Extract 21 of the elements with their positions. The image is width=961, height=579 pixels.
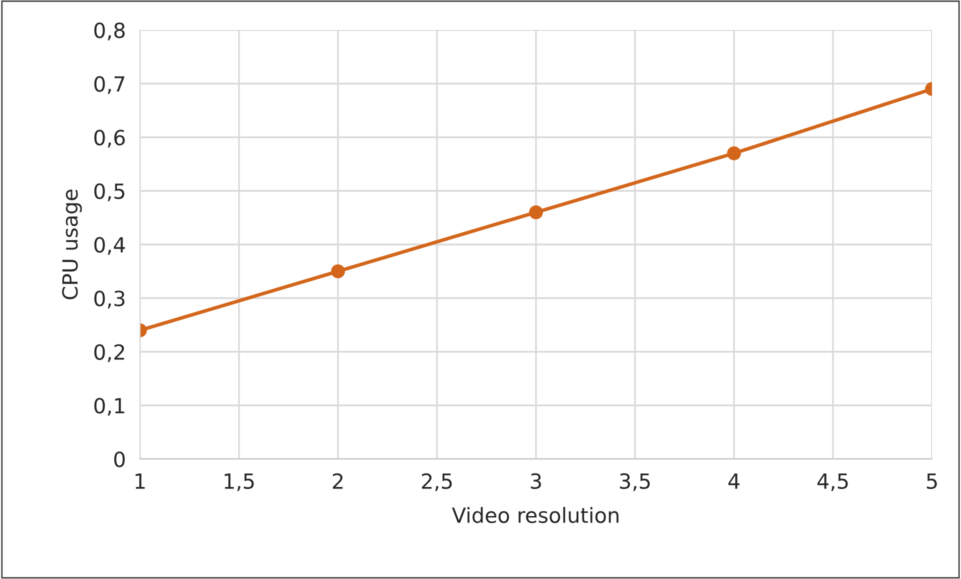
x-tick-label: 3,5 (620, 473, 650, 492)
point (529, 205, 543, 220)
x-tick-label: 2 (332, 473, 343, 489)
y-tick-label: 0,5 (94, 183, 124, 202)
x-tick-label: 5 (926, 474, 937, 490)
y-tick-label: 0 (114, 451, 125, 468)
y-tick-label: 0,8 (94, 22, 125, 40)
y-axis-title: CPU usage (62, 190, 82, 300)
y-tick-label: 0,4 (94, 236, 125, 255)
x-tick-label: 3 (530, 473, 541, 490)
y-tick-label: 0,7 (94, 76, 124, 94)
x-tick-label: 1 (136, 474, 145, 489)
x-tick-label: 1,5 (224, 474, 254, 492)
y-tick-label: 0,2 (94, 344, 124, 362)
y-tick-label: 0,3 (94, 290, 124, 308)
x-tick-label: 4,5 (817, 474, 848, 492)
x-tick-label: 2,5 (422, 473, 452, 492)
x-tick-label: 4 (728, 474, 740, 489)
x-axis-title: Video resolution (452, 506, 618, 524)
y-tick-label: 0,1 (94, 398, 124, 416)
y-tick-label: 0,6 (94, 130, 125, 148)
